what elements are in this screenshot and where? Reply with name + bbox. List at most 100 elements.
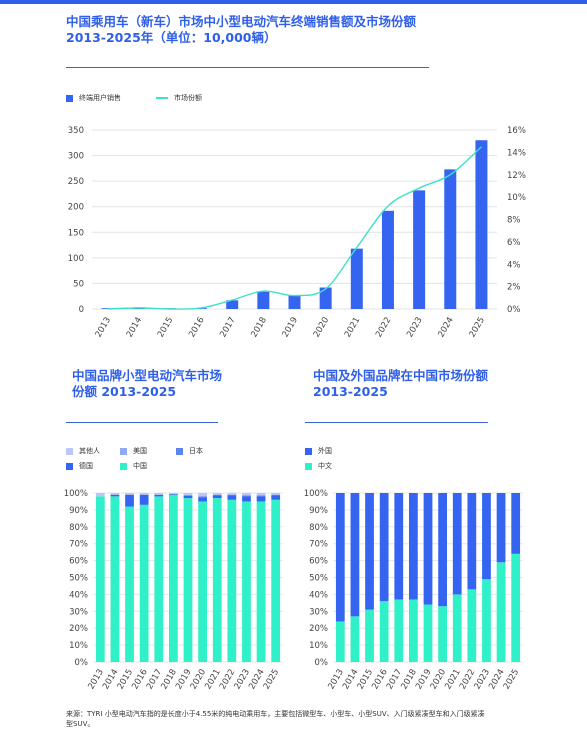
chart1-title: 中国乘用车（新车）市场中小型电动汽车终端销售额及市场份额2013-2025年（单… [66, 14, 417, 45]
y-tick-label: 0% [75, 658, 89, 668]
y-tick-label: 0 [79, 305, 84, 315]
x-tick-label: 2015 [156, 316, 175, 340]
bar-segment [256, 501, 266, 662]
bar-segment [409, 493, 418, 600]
legend-swatch-chinese [305, 462, 312, 470]
bar-segment [394, 493, 404, 600]
bar-segment [154, 493, 164, 495]
bar-segment [271, 494, 281, 496]
bar-segment [139, 493, 149, 495]
y-tick-label: 0% [315, 658, 329, 668]
bar-segment [409, 599, 418, 662]
y-tick-label: 90% [69, 506, 88, 516]
legend-item-sales: 终端用户销售 [66, 93, 121, 103]
bar-segment [350, 493, 360, 617]
y-tick-label: 60% [309, 557, 328, 567]
legend-swatch-others [66, 447, 73, 455]
bar-segment [423, 493, 433, 605]
bar-segment [95, 496, 105, 662]
y2-tick-label: 16% [507, 126, 526, 136]
legend-label-others: 其他人 [79, 447, 100, 455]
y-tick-label: 10% [69, 641, 88, 651]
y-tick-label: 200 [68, 203, 84, 213]
legend-item-germany: 德国 [66, 461, 93, 471]
legend-label-chinese: 中文 [318, 462, 332, 470]
y2-tick-label: 6% [507, 238, 521, 248]
legend-item-chinese: 中文 [305, 461, 332, 471]
y-tick-label: 100% [64, 489, 88, 499]
series-line-share [107, 146, 482, 310]
y-tick-label: 50% [69, 574, 88, 584]
y-tick-label: 350 [68, 126, 84, 136]
legend-swatch-sales [66, 94, 73, 102]
bar-segment [496, 562, 506, 662]
bar-segment [169, 493, 178, 495]
legend-line-share [156, 97, 168, 99]
bar-segment [198, 497, 207, 502]
bar-segment [212, 495, 222, 499]
sales-share-chart: 0 50 100 150 200 250 300 350 0% 2% 4% 6% 8% 10% 12% 14%… [68, 126, 526, 340]
domestic-foreign-share-chart: 0%10%20%30%40%50%60%70%80%90%100%2013201… [304, 489, 523, 692]
legend-label-usa: 美国 [133, 447, 147, 455]
bar-segment [350, 616, 360, 662]
bar-segment [212, 493, 222, 495]
x-tick-label: 2024 [436, 316, 455, 340]
y-tick-label: 80% [309, 523, 328, 533]
bar-segment [125, 493, 134, 495]
bar-segment [365, 609, 374, 662]
bar-segment [423, 604, 433, 662]
legend-swatch-japan [176, 447, 183, 455]
x-tick-label: 2016 [187, 316, 206, 340]
y-tick-label: 20% [309, 624, 328, 634]
legend-swatch-germany [66, 462, 73, 470]
y-tick-label: 70% [69, 540, 88, 550]
bar-segment [110, 494, 120, 497]
bar-segment [242, 493, 251, 496]
bar-segment [95, 493, 105, 497]
bar-segment [227, 499, 237, 662]
x-tick-label: 2025 [502, 668, 521, 692]
bar-segment [482, 493, 491, 580]
y2-tick-label: 0% [507, 305, 521, 315]
bar-segment [256, 495, 266, 497]
y-tick-label: 50% [309, 574, 328, 584]
y2-tick-label: 2% [507, 283, 521, 293]
bar-segment [110, 493, 120, 495]
bar-segment [467, 589, 477, 662]
bar-segment [139, 504, 149, 662]
bar-segment [379, 601, 389, 662]
bar-segment [154, 496, 164, 662]
bar-segment [227, 495, 237, 500]
y-tick-label: 20% [69, 624, 88, 634]
bar-segment [271, 499, 281, 662]
bar-segment [335, 621, 345, 662]
bar-segment [511, 553, 521, 662]
china-brand-share-chart: 0%10%20%30%40%50%60%70%80%90%100%2013201… [64, 489, 283, 691]
y-tick-label: 40% [69, 590, 88, 600]
bar-segment [198, 496, 207, 498]
legend-label-foreign: 外国 [318, 447, 332, 455]
x-tick-label: 2014 [125, 316, 144, 340]
bar-segment [125, 506, 134, 662]
bar-segment [125, 494, 134, 507]
bar-segment [335, 493, 345, 622]
bar-segment [183, 495, 193, 499]
bar-segment [438, 493, 447, 607]
bar-segment [227, 494, 237, 496]
bar-segment [154, 494, 164, 497]
bar-segment [379, 493, 389, 602]
x-tick-label: 2019 [281, 316, 300, 340]
bar-segment [452, 493, 462, 595]
bar-segment [482, 579, 491, 662]
legend-label-sales: 终端用户销售 [79, 94, 121, 102]
bar-segment [394, 599, 404, 662]
chart3-title: 中国及外国品牌在中国市场份额 2013-2025 [313, 368, 489, 399]
x-tick-label: 2020 [312, 316, 331, 340]
y-tick-label: 100% [304, 489, 328, 499]
x-tick-label: 2013 [94, 316, 113, 340]
y-tick-label: 300 [68, 152, 84, 162]
bar-segment [212, 494, 222, 496]
bar-sales [319, 287, 332, 309]
bar-segment [467, 493, 477, 590]
bar-segment [183, 493, 193, 496]
